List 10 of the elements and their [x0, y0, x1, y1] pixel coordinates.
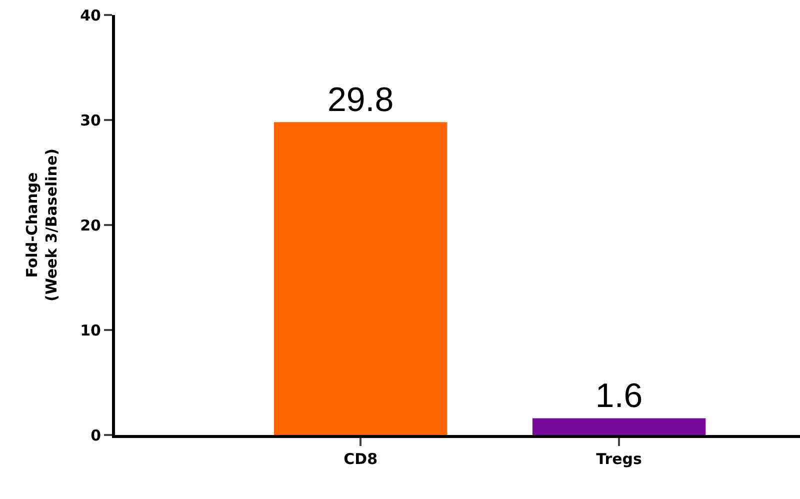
x-tick-label: Tregs [596, 450, 642, 468]
y-axis-title: Fold-Change (Week 3/Baseline) [22, 148, 60, 302]
data-label: 1.6 [595, 377, 643, 416]
x-tick-label: CD8 [344, 450, 378, 468]
data-label: 29.8 [327, 81, 394, 120]
y-tick-label: 30 [80, 111, 101, 130]
y-tick-label: 10 [80, 321, 101, 340]
y-tick-label: 0 [90, 426, 101, 444]
y-tick-label: 40 [80, 6, 101, 24]
y-tick-label: 20 [80, 216, 101, 234]
